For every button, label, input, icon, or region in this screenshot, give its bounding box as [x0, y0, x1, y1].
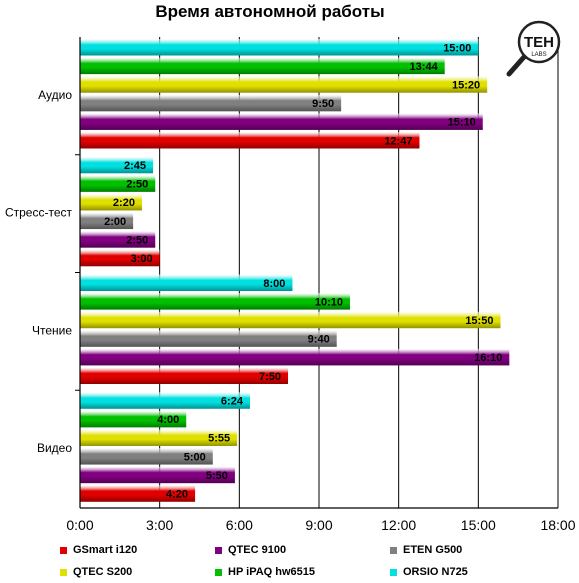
legend-label: ETEN G500 [403, 544, 463, 556]
bar-data-label: 2:20 [113, 197, 135, 209]
legend-item: ETEN G500 [390, 544, 462, 556]
legend-swatch [390, 546, 397, 554]
bar-shade [80, 466, 235, 484]
legend-label: QTEC 9100 [228, 544, 287, 556]
bar-data-label: 5:55 [208, 433, 230, 445]
legend-swatch [215, 568, 222, 576]
bar-data-label: 12:47 [384, 135, 412, 147]
bar-shade [80, 392, 250, 409]
bar-data-label: 15:20 [452, 79, 480, 91]
x-tick-label: 9:00 [305, 517, 332, 533]
x-tick-label: 15:00 [461, 517, 496, 533]
bar-data-label: 3:00 [131, 253, 153, 265]
bar-data-label: 5:50 [206, 470, 228, 482]
bar-shade [80, 175, 156, 192]
bar-shade [80, 249, 160, 267]
bar-shade [80, 76, 488, 93]
legend-label: ORSIO N725 [403, 566, 468, 578]
bar-data-label: 16:10 [474, 352, 502, 364]
legend-swatch [60, 568, 67, 576]
bar-shade [80, 410, 187, 428]
legend-label: HP iPAQ hw6515 [228, 566, 316, 578]
bar-shade [80, 57, 445, 75]
bar-data-label: 8:00 [263, 278, 285, 290]
bar-shade [80, 485, 196, 502]
bar-shade [80, 39, 479, 56]
bar-data-label: 4:00 [157, 414, 179, 426]
bar-data-label: 9:40 [308, 334, 330, 346]
bar-shade [80, 429, 238, 446]
legend-swatch [60, 546, 67, 554]
legend-swatch [390, 568, 397, 576]
bar-data-label: 15:00 [443, 42, 471, 54]
logo-text-main: ТЕН [524, 34, 554, 51]
legend-item: QTEC 9100 [215, 544, 286, 556]
x-tick-label: 6:00 [226, 517, 253, 533]
bar-data-label: 4:20 [166, 489, 188, 501]
bar-shade [80, 156, 154, 174]
bar-data-label: 2:00 [104, 216, 126, 228]
legend-swatch [215, 546, 222, 554]
bar-shade [80, 293, 350, 310]
bar-shade [80, 113, 483, 130]
bar-data-label: 9:50 [312, 98, 334, 110]
category-label: Аудио [38, 88, 72, 102]
bar-data-label: 2:45 [124, 160, 146, 172]
bar-shade [80, 132, 420, 149]
x-tick-label: 12:00 [381, 517, 416, 533]
legend-label: QTEC S200 [73, 566, 133, 578]
chart-title: Время автономной работы [155, 2, 385, 21]
bar-shade [80, 193, 142, 211]
category-label: Видео [37, 441, 72, 455]
bar-data-label: 10:10 [315, 296, 343, 308]
legend-item: QTEC S200 [60, 566, 132, 578]
category-label: Стресс-тест [5, 206, 73, 220]
x-tick-label: 0:00 [66, 517, 93, 533]
category-label: Чтение [32, 323, 72, 337]
bar-shade [80, 94, 342, 112]
x-tick-label: 3:00 [146, 517, 173, 533]
bar-shade [80, 274, 293, 291]
bar-shade [80, 367, 289, 384]
bar-shade [80, 212, 134, 230]
legend-item: GSmart i120 [60, 544, 137, 556]
bar-shade [80, 311, 501, 329]
bar-data-label: 15:10 [448, 117, 476, 129]
bar-data-label: 6:24 [221, 396, 244, 408]
bar-shade [80, 330, 337, 347]
bar-data-label: 2:50 [126, 234, 148, 246]
bar-data-label: 7:50 [259, 371, 281, 383]
bar-shade [80, 448, 213, 465]
legend-label: GSmart i120 [73, 544, 138, 556]
bar-shade [80, 348, 510, 366]
logo-text-sub: LABS [531, 52, 546, 58]
bar-data-label: 2:50 [126, 179, 148, 191]
legend-item: HP iPAQ hw6515 [215, 566, 315, 578]
teh-labs-logo: ТЕН LABS [505, 14, 571, 80]
bar-data-label: 5:00 [184, 451, 206, 463]
bar-data-label: 13:44 [410, 61, 439, 73]
legend-item: ORSIO N725 [390, 566, 468, 578]
bar-shade [80, 231, 156, 248]
x-tick-label: 18:00 [540, 517, 575, 533]
bar-data-label: 15:50 [465, 315, 493, 327]
